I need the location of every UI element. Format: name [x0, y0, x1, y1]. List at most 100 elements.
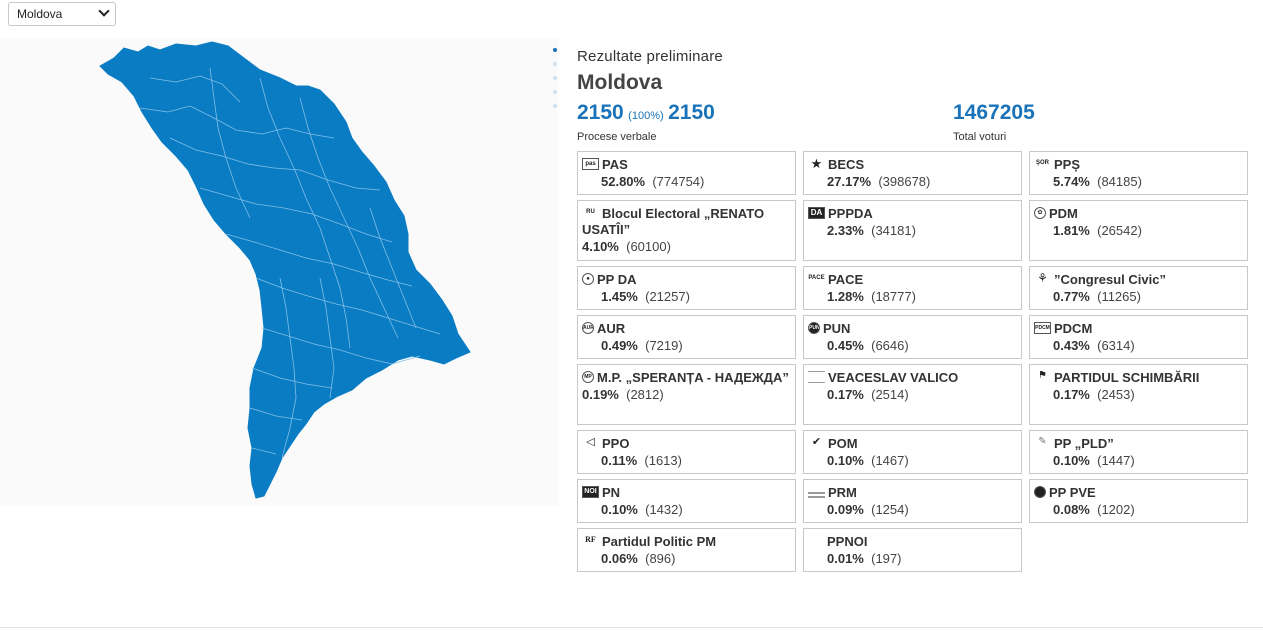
party-card-pace[interactable]: PACE PACE 1.28% (18777) [803, 266, 1022, 310]
party-votes: (774754) [652, 174, 705, 189]
party-name: PACE [828, 272, 864, 287]
ppo-logo-icon: ◁ [586, 437, 595, 448]
zoom-dot[interactable] [553, 90, 557, 94]
party-votes: (1202) [1097, 502, 1135, 517]
party-card-prm[interactable]: PRM 0.09% (1254) [803, 479, 1022, 523]
party-votes: (1254) [871, 502, 909, 517]
party-votes: (6314) [1097, 338, 1135, 353]
region-title: Moldova [577, 71, 663, 94]
pv-stat: 2150 (100%) 2150 Procese verbale [577, 101, 715, 143]
party-votes: (18777) [871, 289, 916, 304]
moldova-country-shape[interactable] [99, 41, 471, 499]
star-icon: ★ [810, 158, 823, 170]
party-card-congresul-civic[interactable]: ⚘ ”Congresul Civic” 0.77% (11265) [1029, 266, 1248, 310]
party-percent: 4.10% [582, 239, 619, 254]
votes-stat: 1467205 Total voturi [953, 101, 1035, 143]
pn-logo-icon: NOI [582, 486, 599, 498]
chevron-down-icon [98, 5, 110, 17]
results-subtitle: Rezultate preliminare [577, 48, 723, 65]
party-percent: 0.43% [1053, 338, 1090, 353]
zoom-dot[interactable] [553, 76, 557, 80]
party-percent: 0.19% [582, 387, 619, 402]
party-card-valico[interactable]: VEACESLAV VALICO 0.17% (2514) [803, 364, 1022, 425]
party-percent: 0.06% [601, 551, 638, 566]
party-name: PDCM [1054, 321, 1093, 336]
party-votes: (11265) [1097, 289, 1141, 304]
party-percent: 0.77% [1053, 289, 1090, 304]
party-votes: (896) [645, 551, 676, 566]
pld-logo-icon: ✎ [1038, 437, 1047, 447]
party-card-pld[interactable]: ✎ PP „PLD” 0.10% (1447) [1029, 430, 1248, 474]
party-card-pdcm[interactable]: PDCM PDCM 0.43% (6314) [1029, 315, 1248, 359]
pom-logo-icon: ✔ [811, 437, 822, 448]
party-card-pun[interactable]: PUN PUN 0.45% (6646) [803, 315, 1022, 359]
party-card-speranta[interactable]: MP M.P. „SPERANȚA - НАДЕЖДА” 0.19% (2812) [577, 364, 796, 425]
pm-logo-icon: RF [585, 535, 596, 544]
moldova-map[interactable] [0, 38, 558, 506]
zoom-dot-active[interactable] [553, 48, 557, 52]
party-card-pppda[interactable]: DA PPPDA 2.33% (34181) [803, 200, 1022, 261]
party-name: PUN [823, 321, 851, 336]
party-name: PPO [602, 436, 630, 451]
party-card-schimbarii[interactable]: ⚑ PARTIDUL SCHIMBĂRII 0.17% (2453) [1029, 364, 1248, 425]
party-name: PRM [828, 485, 857, 500]
total-votes: 1467205 [953, 101, 1035, 124]
party-card-renato-usatii[interactable]: RU Blocul Electoral „RENATO USATÎI” 4.10%… [577, 200, 796, 261]
pppda-logo-icon: DA [808, 207, 825, 219]
party-percent: 0.09% [827, 502, 864, 517]
party-card-pn[interactable]: NOI PN 0.10% (1432) [577, 479, 796, 523]
party-percent: 0.10% [1053, 453, 1090, 468]
prm-logo-icon [808, 492, 825, 498]
party-votes: (2453) [1097, 387, 1135, 402]
party-votes: (21257) [645, 289, 690, 304]
party-votes: (1467) [871, 453, 909, 468]
party-name: PP PVE [1049, 485, 1096, 500]
party-card-pom[interactable]: ✔ POM 0.10% (1467) [803, 430, 1022, 474]
party-percent: 1.81% [1053, 223, 1090, 238]
ppda-logo-icon: ● [582, 273, 594, 285]
party-name: PDM [1049, 206, 1078, 221]
party-card-pve[interactable]: PP PVE 0.08% (1202) [1029, 479, 1248, 523]
congresul-civic-logo-icon: ⚘ [1037, 273, 1048, 285]
processed-count: 2150 [577, 101, 624, 124]
party-votes: (84185) [1097, 174, 1142, 189]
processed-percent: (100%) [628, 110, 664, 122]
party-name: M.P. „SPERANȚA - НАДЕЖДА” [597, 370, 789, 385]
party-percent: 1.45% [601, 289, 638, 304]
district-borders [139, 67, 441, 459]
party-percent: 52.80% [601, 174, 646, 189]
party-votes: (26542) [1097, 223, 1142, 238]
renato-usatii-logo-icon: RU [586, 209, 595, 215]
pve-logo-icon [1034, 486, 1046, 498]
party-percent: 0.08% [1053, 502, 1090, 517]
party-votes: (1447) [1097, 453, 1135, 468]
zoom-dot[interactable] [553, 62, 557, 66]
party-name: PPNOI [827, 534, 868, 549]
map-panel[interactable] [0, 38, 558, 506]
region-select[interactable]: Moldova [8, 2, 116, 26]
party-card-pdm[interactable]: ✿ PDM 1.81% (26542) [1029, 200, 1248, 261]
zoom-controls[interactable] [551, 48, 559, 118]
zoom-dot[interactable] [553, 104, 557, 108]
speranta-logo-icon: MP [582, 371, 594, 383]
party-votes: (1613) [644, 453, 682, 468]
party-name: ”Congresul Civic” [1054, 272, 1166, 287]
party-card-ppo[interactable]: ◁ PPO 0.11% (1613) [577, 430, 796, 474]
party-card-becs[interactable]: ★ BECS 27.17% (398678) [803, 151, 1022, 195]
party-percent: 5.74% [1053, 174, 1090, 189]
party-card-pp-da[interactable]: ● PP DA 1.45% (21257) [577, 266, 796, 310]
party-card-aur[interactable]: AUR AUR 0.49% (7219) [577, 315, 796, 359]
party-percent: 0.17% [1053, 387, 1090, 402]
party-percent: 0.10% [827, 453, 864, 468]
party-card-pas[interactable]: pas PAS 52.80% (774754) [577, 151, 796, 195]
stats-row: 2150 (100%) 2150 Procese verbale 1467205… [577, 101, 1252, 147]
party-percent: 0.01% [827, 551, 864, 566]
pace-logo-icon: PACE [808, 275, 825, 281]
party-percent: 2.33% [827, 223, 864, 238]
party-card-ppnoi[interactable]: PPNOI 0.01% (197) [803, 528, 1022, 572]
party-votes: (1432) [645, 502, 683, 517]
party-name: AUR [597, 321, 626, 336]
party-card-pps[interactable]: ŞOR PPȘ 5.74% (84185) [1029, 151, 1248, 195]
party-card-pm[interactable]: RF Partidul Politic PM 0.06% (896) [577, 528, 796, 572]
party-percent: 0.17% [827, 387, 864, 402]
